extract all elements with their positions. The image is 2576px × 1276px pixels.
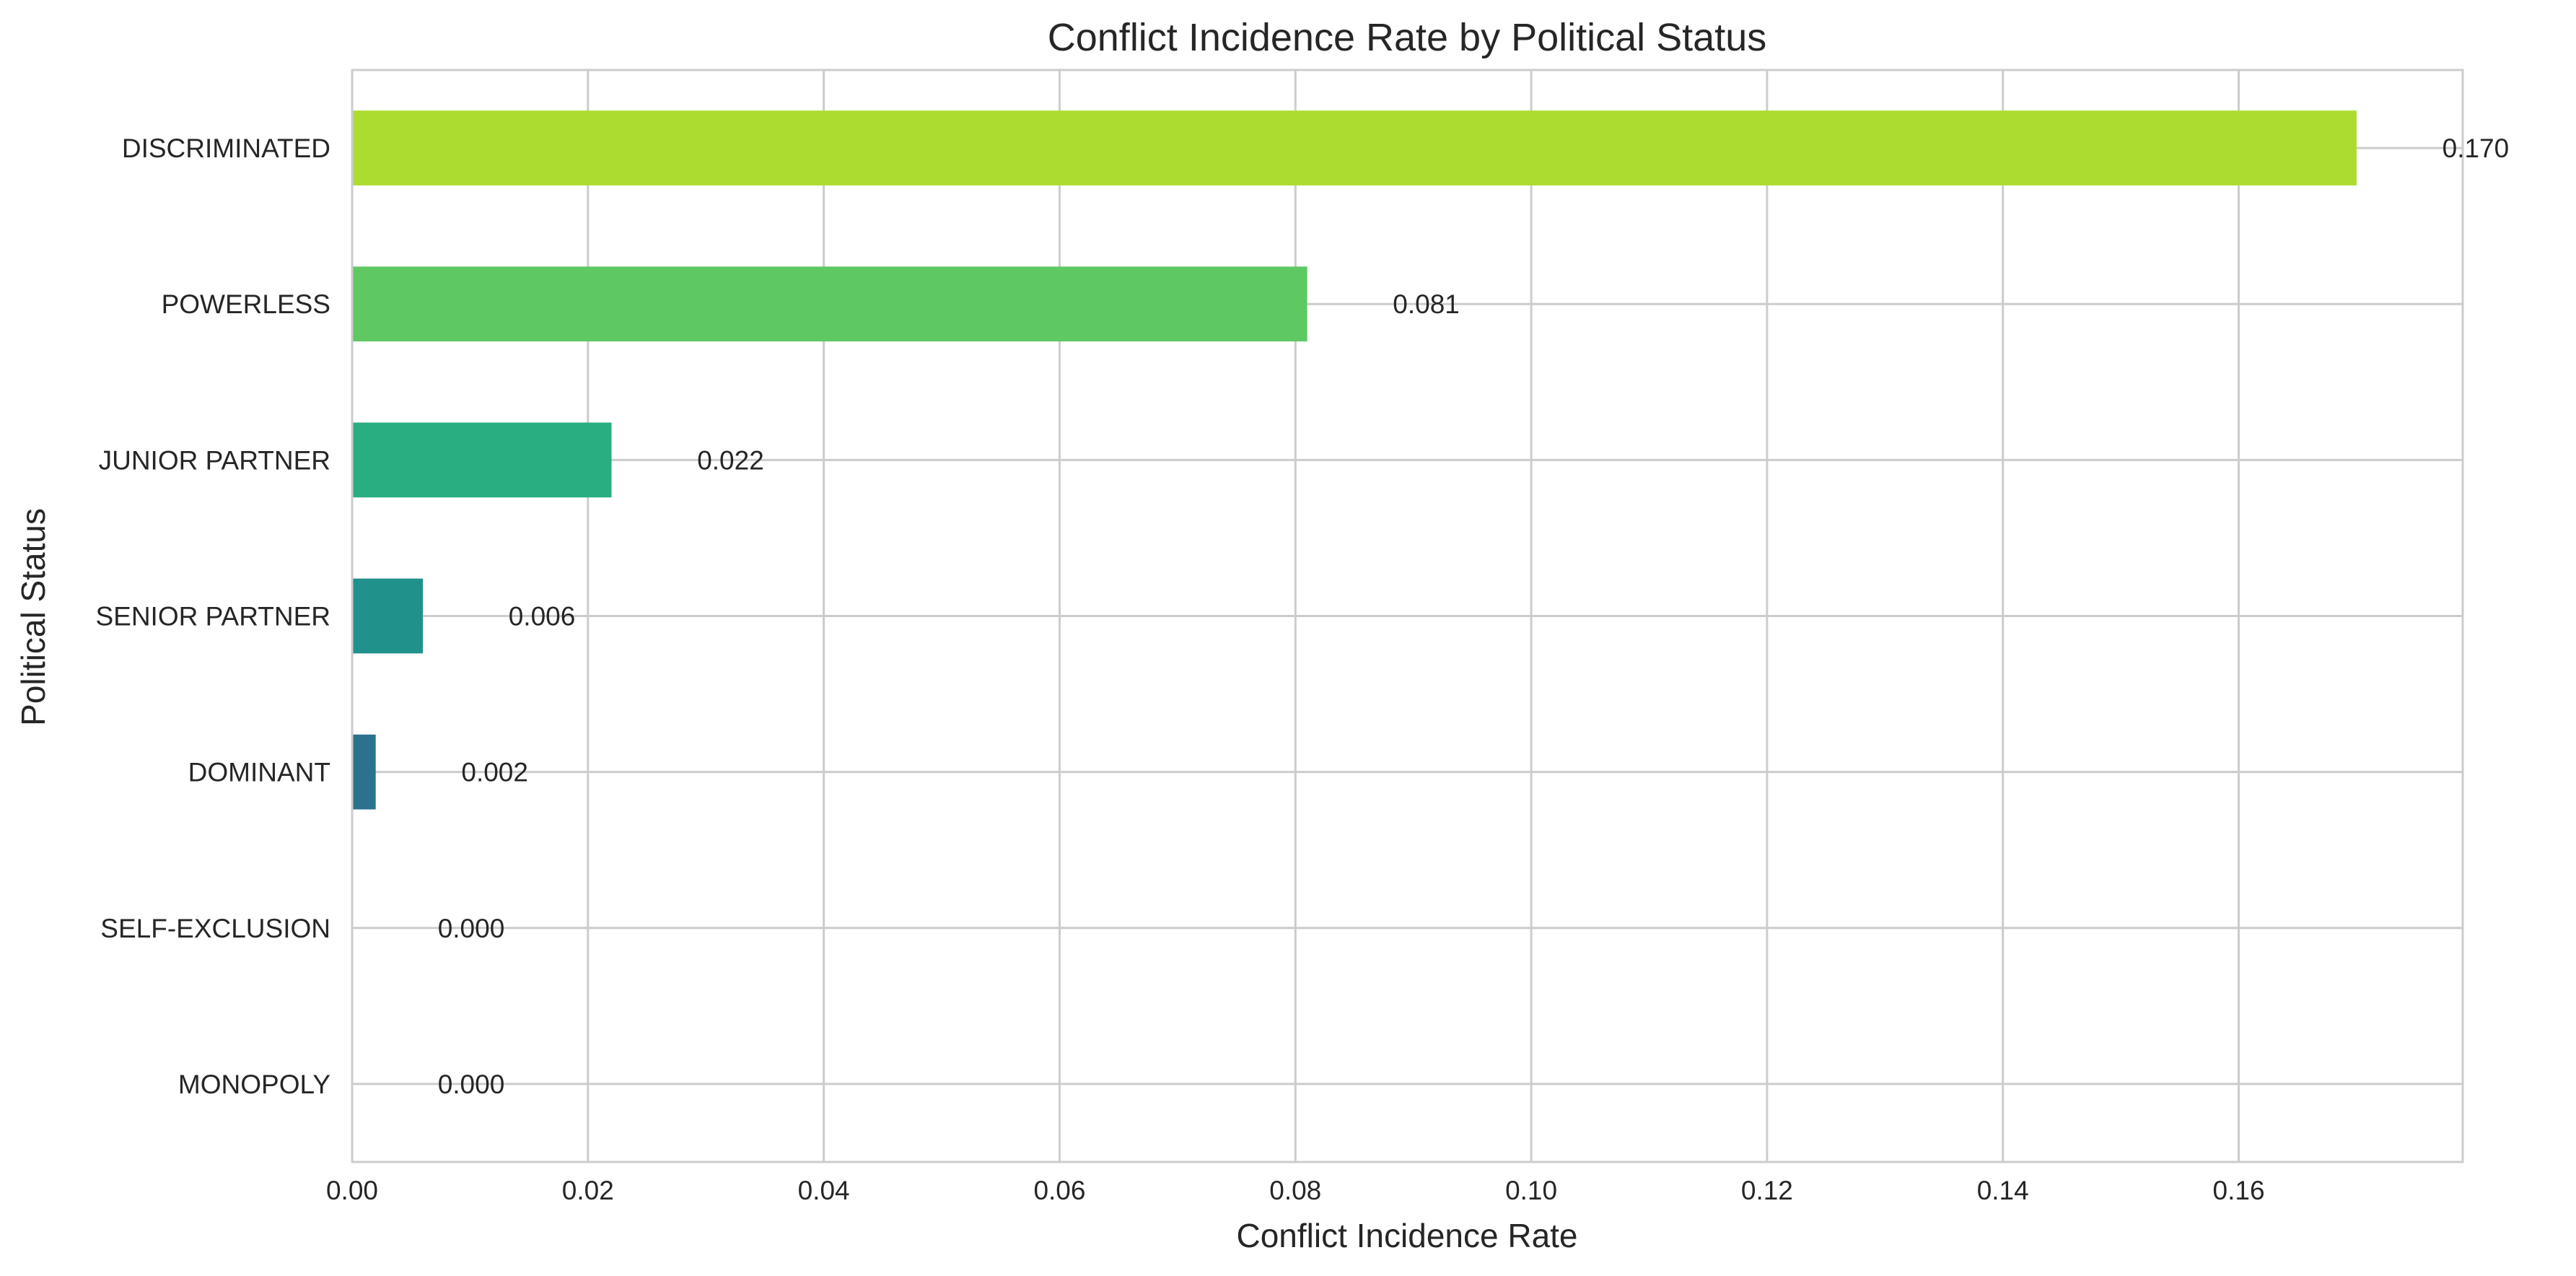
data-label: 0.000 [438,914,505,943]
bar [352,110,2357,185]
x-axis-label: Conflict Incidence Rate [1236,1217,1577,1254]
data-label: 0.002 [461,758,528,787]
x-tick-label: 0.14 [1977,1176,2029,1205]
x-tick-label: 0.06 [1033,1176,1085,1205]
x-tick-label: 0.02 [562,1176,614,1205]
bar [352,422,612,498]
y-tick-label: SENIOR PARTNER [95,602,330,632]
y-axis-label: Political Status [14,508,52,726]
plot-frame [351,69,2464,1163]
y-tick-label: JUNIOR PARTNER [99,445,330,475]
y-tick-label: POWERLESS [162,289,330,319]
y-tick-label: MONOPOLY [178,1070,330,1099]
x-tick-label: 0.16 [2213,1176,2265,1205]
bar [352,578,424,654]
data-label-layer: 0.170 0.081 0.022 0.006 0.002 0.000 0.000 [438,134,2510,1099]
x-tick-label: 0.12 [1741,1176,1793,1205]
data-label: 0.170 [2443,134,2510,163]
x-tick-label: 0.10 [1505,1176,1557,1205]
data-label: 0.081 [1393,289,1460,319]
chart-title: Conflict Incidence Rate by Political Sta… [1048,16,1767,59]
y-tick-label: DOMINANT [188,758,330,787]
y-tick-label: DISCRIMINATED [122,134,330,163]
bar [352,266,1307,342]
bar [352,734,376,810]
x-tick-label: 0.08 [1269,1176,1321,1205]
tick-layer: 0.00 0.02 0.04 0.06 0.08 0.10 0.12 0.14 0.16 DISC… [95,134,2264,1205]
data-label: 0.000 [438,1070,505,1099]
y-tick-label: SELF-EXCLUSION [100,914,330,943]
x-tick-label: 0.04 [798,1176,850,1205]
x-tick-label: 0.00 [326,1176,378,1205]
bar-layer [352,110,2357,810]
data-label: 0.006 [509,602,576,632]
data-label: 0.022 [697,445,764,475]
